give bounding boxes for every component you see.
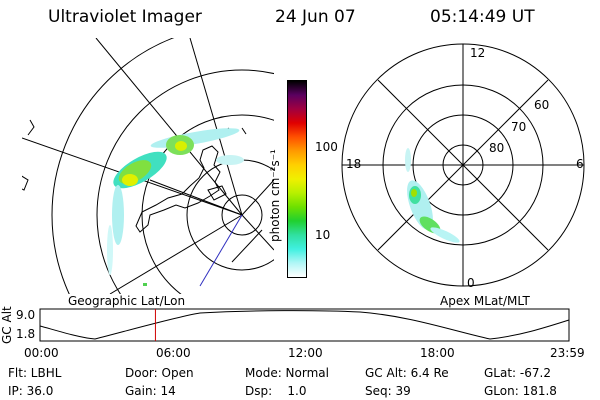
mlt-label-12: 12: [470, 46, 486, 60]
info-seq: Seq: 39: [365, 384, 411, 398]
mlat-label-70: 70: [511, 120, 527, 134]
timeline-xtick-1200: 12:00: [288, 346, 323, 360]
info-glon: GLon: 181.8: [484, 384, 557, 398]
info-glat: GLat: -67.2: [484, 366, 551, 380]
info-door: Door: Open: [125, 366, 194, 380]
timeline-xtick-1800: 18:00: [420, 346, 455, 360]
geographic-label: Geographic Lat/Lon: [68, 294, 186, 308]
info-dsp: Dsp: 1.0: [245, 384, 307, 398]
date-label: 24 Jun 07: [275, 7, 356, 27]
info-flt: Flt: LBHL: [8, 366, 62, 380]
timeline-ytick-1: 1.8: [16, 327, 36, 341]
colorbar-tick-100: 100: [315, 140, 338, 154]
info-gain: Gain: 14: [125, 384, 176, 398]
mlat-label-80: 80: [489, 141, 505, 155]
instrument-title: Ultraviolet Imager: [48, 7, 202, 27]
time-label: 05:14:49 UT: [430, 7, 535, 27]
mlt-label-0: 0: [467, 276, 475, 290]
timeline-xtick-2359: 23:59: [550, 346, 585, 360]
mlt-label-18: 18: [346, 157, 362, 171]
info-mode: Mode: Normal: [245, 366, 329, 380]
colorbar: [287, 80, 307, 278]
timeline-xtick-0600: 06:00: [156, 346, 191, 360]
timeline-axis-label: GC Alt: [0, 306, 14, 344]
colorbar-tick-10: 10: [315, 228, 331, 242]
info-gcalt: GC Alt: 6.4 Re: [365, 366, 449, 380]
apex-label: Apex MLat/MLT: [440, 294, 530, 308]
timeline-xtick-0000: 00:00: [24, 346, 59, 360]
colorbar-gradient: [288, 81, 306, 277]
timeline-ytick-9: 9.0: [16, 308, 36, 322]
info-ip: IP: 36.0: [8, 384, 54, 398]
mlat-label-60: 60: [534, 98, 550, 112]
mlt-label-6: 6: [576, 157, 584, 171]
